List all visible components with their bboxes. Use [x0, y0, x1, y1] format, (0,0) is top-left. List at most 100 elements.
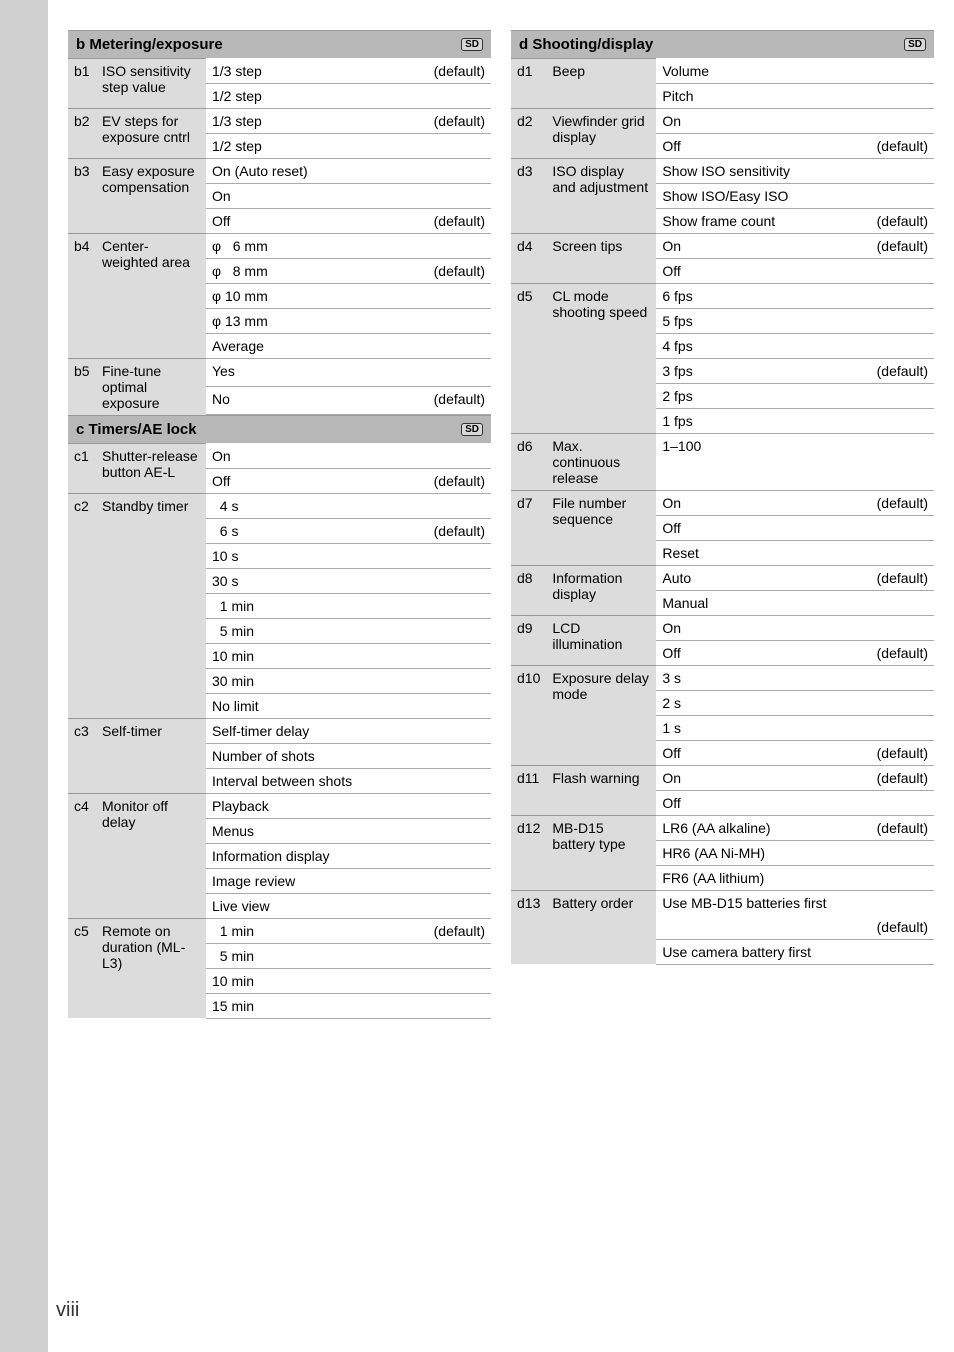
section-title: c Timers/AE lock: [76, 421, 197, 438]
default-marker: (default): [864, 565, 934, 590]
section-header-c: c Timers/AE lock SD: [68, 415, 491, 443]
table-row: c5Remote on duration (ML-L3) 1 min(defau…: [68, 918, 491, 943]
setting-code: d8: [511, 565, 546, 615]
section-header-d: d Shooting/display SD: [511, 30, 934, 58]
setting-code: c1: [68, 444, 96, 494]
setting-code: c5: [68, 918, 96, 1018]
setting-code: d13: [511, 890, 546, 964]
table-row: d10Exposure delay mode3 s: [511, 665, 934, 690]
table-row: d12MB-D15 battery typeLR6 (AA alkaline)(…: [511, 815, 934, 840]
default-marker: [421, 283, 491, 308]
default-marker: (default): [421, 108, 491, 133]
default-marker: (default): [864, 233, 934, 258]
default-marker: (default): [864, 640, 934, 665]
setting-code: b4: [68, 233, 96, 358]
setting-code: b2: [68, 108, 96, 158]
setting-value: Playback: [206, 793, 421, 818]
default-marker: (default): [421, 468, 491, 493]
default-marker: [421, 493, 491, 518]
default-marker: (default): [864, 133, 934, 158]
default-marker: [421, 843, 491, 868]
setting-value: 10 min: [206, 968, 421, 993]
setting-code: b5: [68, 358, 96, 415]
setting-value: On: [206, 444, 421, 469]
setting-code: d1: [511, 59, 546, 109]
setting-value: Information display: [206, 843, 421, 868]
table-row: d1BeepVolume: [511, 59, 934, 84]
setting-value: 1 min: [206, 918, 421, 943]
setting-value: Manual: [656, 590, 864, 615]
table-row: b5Fine-tune optimal exposureYes: [68, 358, 491, 386]
default-marker: [421, 593, 491, 618]
default-marker: (default): [864, 740, 934, 765]
setting-value: Pitch: [656, 83, 864, 108]
section-title: d Shooting/display: [519, 36, 653, 53]
setting-value: Image review: [206, 868, 421, 893]
setting-value: φ 6 mm: [206, 233, 421, 258]
default-marker: (default): [864, 490, 934, 515]
default-marker: [864, 83, 934, 108]
setting-code: d5: [511, 283, 546, 433]
setting-value: Average: [206, 333, 421, 358]
setting-code: d2: [511, 108, 546, 158]
table-row: c3Self-timerSelf-timer delay: [68, 718, 491, 743]
setting-value: On: [656, 233, 864, 258]
default-marker: [864, 790, 934, 815]
setting-label: Battery order: [546, 890, 656, 964]
table-row: b3Easy exposure compensationOn (Auto res…: [68, 158, 491, 183]
setting-code: b1: [68, 59, 96, 109]
setting-label: Viewfinder grid display: [546, 108, 656, 158]
default-marker: [864, 108, 934, 133]
setting-value: On: [656, 765, 864, 790]
setting-label: File number sequence: [546, 490, 656, 565]
content-area: b Metering/exposure SD b1ISO sensitivity…: [48, 0, 954, 1352]
table-row: c1Shutter-release button AE-LOn: [68, 444, 491, 469]
setting-value: 2 s: [656, 690, 864, 715]
setting-value: FR6 (AA lithium): [656, 865, 864, 890]
table-row: d3ISO display and adjustmentShow ISO sen…: [511, 158, 934, 183]
table-d: d1BeepVolumePitch d2Viewfinder grid displ…: [511, 58, 934, 965]
setting-code: d10: [511, 665, 546, 765]
setting-label: Shutter-release button AE-L: [96, 444, 206, 494]
setting-value: 1 fps: [656, 408, 864, 433]
left-sidebar: [0, 0, 48, 1352]
setting-value: Show frame count: [656, 208, 864, 233]
default-marker: (default): [421, 518, 491, 543]
table-row: c4Monitor off delayPlayback: [68, 793, 491, 818]
table-row: d7File number sequenceOn(default): [511, 490, 934, 515]
setting-value: Menus: [206, 818, 421, 843]
table-row: d6Max. continuous release1–100: [511, 433, 934, 490]
table-row: c2Standby timer 4 s: [68, 493, 491, 518]
setting-value: No: [206, 386, 421, 414]
setting-value: Show ISO/Easy ISO: [656, 183, 864, 208]
right-column: d Shooting/display SD d1BeepVolumePitchd…: [511, 30, 934, 1352]
default-marker: (default): [421, 386, 491, 414]
default-marker: [421, 718, 491, 743]
setting-code: d12: [511, 815, 546, 890]
setting-value: Auto: [656, 565, 864, 590]
setting-value: On: [206, 183, 421, 208]
page-number: viii: [56, 1299, 79, 1322]
default-marker: [864, 258, 934, 283]
setting-value: On: [656, 615, 864, 640]
default-marker: [421, 743, 491, 768]
setting-value: No limit: [206, 693, 421, 718]
setting-value: On (Auto reset): [206, 158, 421, 183]
table-b: b1ISO sensitivity step value1/3 step(def…: [68, 58, 491, 415]
default-marker: [864, 690, 934, 715]
default-marker: [864, 283, 934, 308]
setting-value: Use camera battery first: [656, 939, 864, 964]
setting-label: Standby timer: [96, 493, 206, 718]
setting-value: Off: [656, 640, 864, 665]
setting-value: On: [656, 490, 864, 515]
setting-label: Exposure delay mode: [546, 665, 656, 765]
setting-label: ISO display and adjustment: [546, 158, 656, 233]
default-marker: (default): [864, 815, 934, 840]
setting-label: Easy exposure compensation: [96, 158, 206, 233]
setting-label: Center-weighted area: [96, 233, 206, 358]
default-marker: [864, 615, 934, 640]
default-marker: (default): [864, 208, 934, 233]
default-marker: [864, 540, 934, 565]
setting-value: 1 min: [206, 593, 421, 618]
setting-value: Interval between shots: [206, 768, 421, 793]
